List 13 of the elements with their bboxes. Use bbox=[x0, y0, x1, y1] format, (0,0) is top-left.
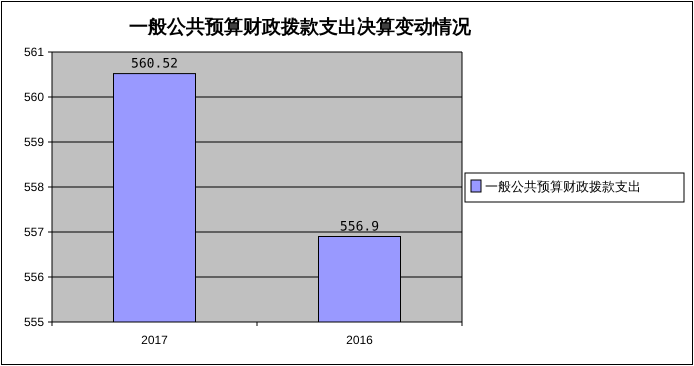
x-tick-label: 2017 bbox=[141, 333, 168, 347]
y-tick-label: 555 bbox=[24, 315, 44, 329]
data-label: 556.9 bbox=[340, 220, 380, 234]
data-label: 560.52 bbox=[131, 56, 178, 72]
x-tick-label: 2016 bbox=[346, 333, 374, 347]
y-tick-label: 557 bbox=[24, 225, 44, 239]
y-tick-label: 561 bbox=[24, 45, 44, 59]
legend-label: 一般公共预算财政拨款支出 bbox=[485, 179, 641, 194]
y-tick-label: 558 bbox=[24, 180, 44, 194]
y-tick-label: 556 bbox=[24, 270, 44, 284]
y-tick-label: 559 bbox=[24, 135, 44, 149]
chart-title: 一般公共预算财政拨款支出决算变动情况 bbox=[129, 16, 472, 38]
y-tick-label: 560 bbox=[24, 90, 44, 104]
